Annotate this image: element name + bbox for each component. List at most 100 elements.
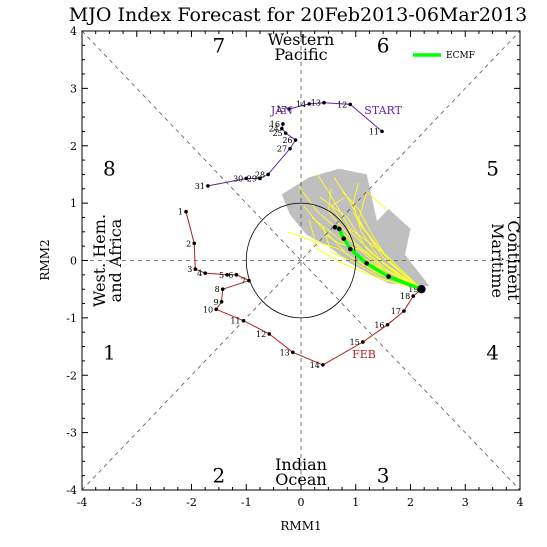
data-point: [266, 172, 270, 177]
data-point: [307, 102, 312, 106]
data-point: [287, 107, 291, 111]
phase-label-6: 6: [377, 33, 390, 57]
diagonal-guide: [81, 30, 521, 491]
data-point: [321, 363, 325, 367]
day-label: 7: [241, 277, 246, 286]
region-label-left: and Africa: [106, 218, 125, 302]
day-label: 31: [195, 182, 205, 191]
day-label: 30: [233, 174, 243, 183]
data-point: [244, 176, 249, 181]
day-label: 6: [228, 271, 233, 280]
y-tick-label: 4: [70, 25, 77, 38]
unit-circle: [245, 202, 357, 319]
data-point: [267, 332, 272, 336]
x-tick-label: -1: [241, 496, 252, 509]
day-label: 28: [255, 170, 265, 179]
data-point: [280, 126, 284, 131]
x-tick-label: 2: [407, 496, 414, 509]
y-axis-label: RMM2: [38, 239, 52, 280]
y-tick-label: 1: [70, 197, 77, 210]
y-tick-label: 3: [70, 82, 77, 95]
day-label: 1: [178, 208, 183, 217]
phase-label-5: 5: [486, 157, 499, 181]
ensemble-member-overlay-16: [325, 234, 422, 290]
chart-title: MJO Index Forecast for 20Feb2013-06Mar20…: [69, 4, 527, 26]
data-point: [290, 350, 295, 355]
phase-guides: [81, 30, 521, 491]
ensemble-member-overlay-13: [352, 182, 422, 290]
day-label: 12: [256, 330, 266, 339]
ensemble-spread: [281, 168, 430, 290]
data-point: [241, 318, 246, 323]
data-point: [281, 122, 285, 126]
day-label: 18: [400, 292, 410, 301]
day-label: 9: [214, 298, 219, 307]
day-label: 17: [391, 307, 401, 316]
legend-label: ECMF: [446, 51, 475, 61]
day-label: 8: [215, 285, 220, 294]
x-tick-label: 3: [462, 496, 469, 509]
data-point: [206, 184, 210, 188]
day-label: 5: [219, 271, 224, 280]
diagonal-guide: [81, 30, 521, 491]
data-point: [219, 300, 224, 304]
data-point: [411, 294, 416, 298]
day-label: 19: [408, 285, 418, 294]
phase-label-7: 7: [213, 33, 226, 57]
day-label: 3: [187, 265, 192, 274]
data-point: [385, 322, 390, 327]
data-point: [192, 241, 197, 246]
day-label: 24: [269, 125, 279, 134]
x-tick-label: 4: [517, 496, 524, 509]
ensemble-member-overlay-12: [308, 220, 422, 290]
day-label: 26: [282, 136, 292, 145]
month-labels: START JAN FEB: [270, 104, 403, 361]
data-point: [322, 100, 326, 105]
data-point: [225, 273, 229, 277]
x-tick-label: 0: [298, 496, 305, 509]
region-label-bottom: Ocean: [275, 470, 326, 489]
day-label: 11: [369, 127, 379, 136]
day-label: 14: [296, 100, 306, 109]
day-label: 2: [186, 239, 191, 248]
data-point: [341, 236, 347, 241]
ensemble-member-overlay-7: [327, 188, 422, 290]
y-tick-label: -4: [66, 484, 77, 497]
ensemble-member-overlay-11: [317, 174, 422, 290]
phase-label-2: 2: [213, 464, 226, 488]
region-label-right: Maritime: [488, 223, 507, 298]
day-label: 10: [203, 305, 213, 314]
data-point: [288, 146, 292, 151]
region-label-top: Pacific: [274, 45, 327, 64]
month-label: START: [364, 104, 402, 117]
region-label-right: Continent: [504, 220, 523, 301]
data-point: [258, 176, 262, 181]
data-point: [193, 267, 198, 271]
day-label: 15: [350, 338, 360, 347]
day-label: 4: [197, 269, 202, 278]
data-point: [361, 340, 365, 344]
phase-label-1: 1: [103, 340, 116, 364]
day-label: 12: [337, 100, 347, 109]
y-tick-label: -2: [66, 369, 77, 382]
ensemble-member-overlay-5: [319, 197, 422, 290]
day-label: 27: [277, 145, 287, 154]
month-label: JAN: [270, 104, 293, 117]
data-point: [364, 261, 370, 266]
current-position-marker: [417, 284, 426, 294]
data-point: [337, 226, 342, 232]
data-point: [348, 102, 353, 107]
data-point: [203, 271, 207, 275]
legend: ECMF: [413, 51, 475, 61]
day-label: 14: [310, 361, 320, 370]
data-point: [220, 287, 225, 291]
y-tick-label: -1: [66, 312, 77, 325]
month-label: FEB: [352, 348, 376, 361]
data-point: [184, 209, 188, 214]
region-label-bottom: Indian: [275, 455, 327, 474]
x-tick-label: -2: [186, 496, 197, 509]
